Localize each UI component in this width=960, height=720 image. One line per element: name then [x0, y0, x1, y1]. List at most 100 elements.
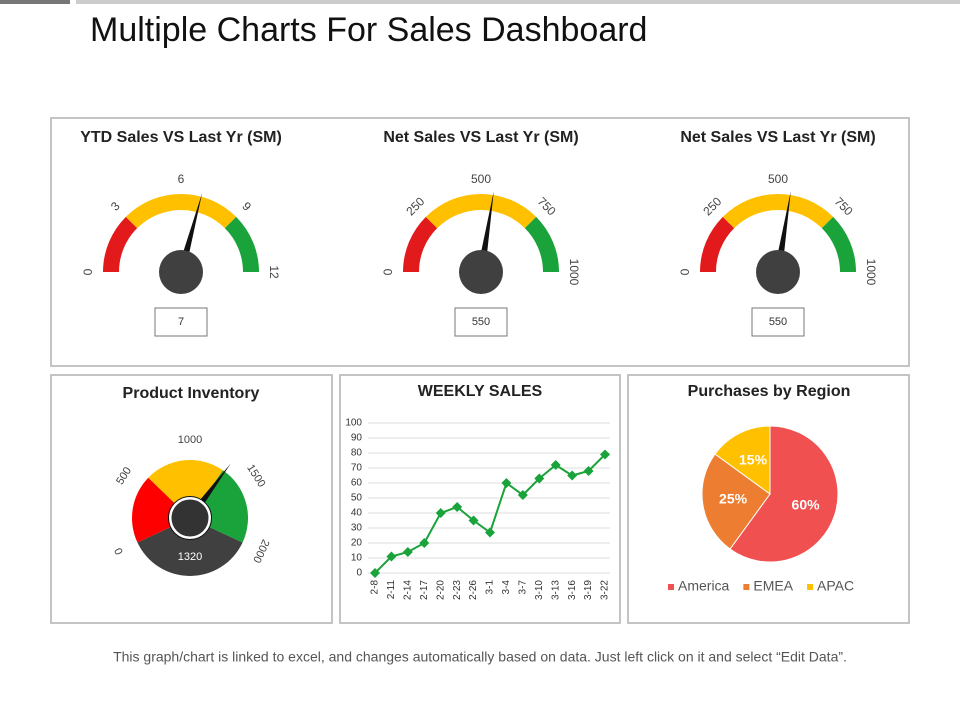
gauge-band	[722, 193, 834, 229]
pie-label: 60%	[792, 496, 821, 512]
gauge-band	[103, 216, 138, 272]
x-tick-label: 3-4	[501, 580, 512, 595]
gauge-band	[125, 194, 237, 229]
gauge-tick-label: 6	[178, 172, 185, 186]
marker	[600, 449, 610, 460]
x-tick-label: 2-11	[386, 580, 397, 600]
pie-slice	[701, 453, 771, 550]
gauge-band	[403, 216, 438, 272]
x-tick-label: 3-19	[583, 580, 594, 600]
value-label: 550	[769, 316, 787, 328]
value-box	[751, 307, 805, 337]
panel	[50, 117, 910, 367]
gauge-tick-label: 750	[535, 194, 559, 218]
x-tick-label: 3-16	[567, 580, 578, 600]
y-tick-label: 10	[351, 553, 363, 564]
legend-swatch	[743, 584, 750, 590]
gauge-title: Net Sales VS Last Yr (SM)	[680, 129, 875, 146]
y-tick-label: 30	[351, 523, 363, 534]
top-bar	[76, 0, 960, 4]
marker	[419, 538, 430, 548]
panel	[627, 374, 910, 624]
gauge-band	[821, 216, 856, 272]
gauge-tick-label: 3	[108, 199, 123, 214]
y-tick-label: 70	[351, 463, 363, 474]
gauge-tick-label: 9	[239, 199, 254, 214]
dial-tick-label: 1500	[244, 462, 267, 489]
x-tick-label: 2-26	[468, 580, 479, 600]
dial-tick-label: 2000	[250, 537, 271, 564]
x-tick-label: 3-7	[517, 580, 528, 595]
dial-title: Product Inventory	[123, 385, 260, 402]
x-tick-label: 3-13	[550, 580, 561, 600]
gauge-tick-label: 750	[832, 194, 856, 218]
dial-hub	[168, 496, 212, 540]
y-tick-label: 50	[351, 493, 363, 504]
gauge-hub	[756, 250, 800, 294]
marker	[534, 473, 545, 484]
chart-title: Purchases by Region	[688, 383, 851, 400]
value-label: 550	[472, 316, 490, 328]
legend-swatch	[668, 584, 674, 590]
y-tick-label: 100	[345, 418, 362, 429]
pie-label: 25%	[719, 491, 748, 507]
x-tick-label: 2-14	[402, 580, 413, 600]
gauge-tick-label: 500	[768, 172, 788, 186]
panel	[339, 374, 621, 624]
legend-label: EMEA	[753, 578, 793, 594]
dial-hub-ring	[168, 496, 212, 540]
y-tick-label: 80	[351, 448, 363, 459]
marker	[370, 568, 380, 578]
value-box	[454, 307, 508, 337]
gauge-tick-label: 1000	[567, 259, 581, 286]
marker	[386, 551, 397, 562]
marker	[402, 547, 413, 557]
y-tick-label: 20	[351, 538, 363, 549]
value-label: 7	[178, 316, 184, 328]
x-tick-label: 2-20	[435, 580, 446, 600]
x-tick-label: 3-22	[600, 580, 611, 600]
dial-band	[132, 477, 190, 543]
pie-slice	[729, 425, 839, 563]
gauge-tick-label: 0	[678, 268, 692, 275]
gauge-band	[700, 216, 735, 272]
page-title: Multiple Charts For Sales Dashboard	[90, 11, 647, 49]
gauge-title: YTD Sales VS Last Yr (SM)	[80, 129, 282, 146]
pie-slice	[714, 425, 771, 495]
dial-tick-label: 500	[114, 465, 134, 487]
marker	[468, 515, 479, 526]
x-tick-label: 2-8	[370, 580, 381, 595]
marker	[435, 508, 446, 518]
legend-swatch	[807, 584, 814, 590]
gauge-band	[224, 216, 259, 272]
gauge-tick-label: 0	[381, 268, 395, 275]
dial-base	[137, 518, 243, 576]
dial-tick-label: 0	[112, 546, 125, 557]
x-tick-label: 2-23	[452, 580, 463, 600]
marker	[501, 478, 512, 488]
gauge-hub	[459, 250, 503, 294]
x-tick-label: 3-1	[485, 580, 496, 595]
dial-tick-label: 1000	[178, 434, 202, 446]
marker	[517, 490, 528, 500]
value-box	[154, 307, 208, 337]
gauge-band	[425, 193, 537, 229]
marker	[452, 502, 463, 512]
gauge-band	[524, 216, 559, 272]
legend-label: America	[678, 578, 730, 594]
gauge-tick-label: 12	[267, 265, 281, 279]
marker	[485, 527, 495, 538]
gauge-tick-label: 0	[81, 268, 95, 275]
y-tick-label: 90	[351, 433, 363, 444]
dial-value: 1320	[178, 551, 202, 563]
footer-note: This graph/chart is linked to excel, and…	[113, 649, 847, 665]
gauge-tick-label: 250	[403, 194, 427, 218]
y-tick-label: 60	[351, 478, 363, 489]
gauge-tick-label: 1000	[864, 259, 878, 286]
legend-label: APAC	[817, 578, 854, 594]
marker	[550, 460, 561, 470]
gauge-tick-label: 500	[471, 172, 491, 186]
x-tick-label: 3-10	[534, 580, 545, 600]
gauge-title: Net Sales VS Last Yr (SM)	[383, 129, 578, 146]
